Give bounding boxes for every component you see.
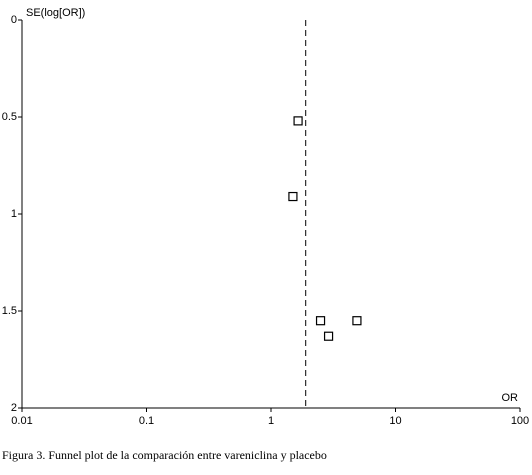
y-axis-label: SE(log[OR]): [26, 7, 85, 19]
x-axis-label: OR: [502, 392, 519, 404]
x-tick-label: 0.1: [139, 415, 154, 427]
point: [293, 116, 303, 126]
y-tick-label: 0: [11, 14, 17, 26]
point: [315, 316, 326, 326]
point: [323, 331, 334, 341]
y-tick-label: 1: [11, 208, 17, 220]
y-tick-label: 1.5: [2, 305, 17, 317]
y-tick-label: 0.5: [2, 111, 17, 123]
x-tick-label: 0.01: [11, 415, 32, 427]
caption: Figura 3. Funnel plot de la comparación …: [2, 448, 327, 462]
x-tick-label: 10: [389, 415, 401, 427]
point: [288, 191, 298, 202]
x-tick-label: 1: [268, 415, 274, 427]
point: [352, 316, 362, 326]
y-tick-label: 2: [11, 402, 17, 414]
x-tick-label: 100: [511, 415, 529, 427]
